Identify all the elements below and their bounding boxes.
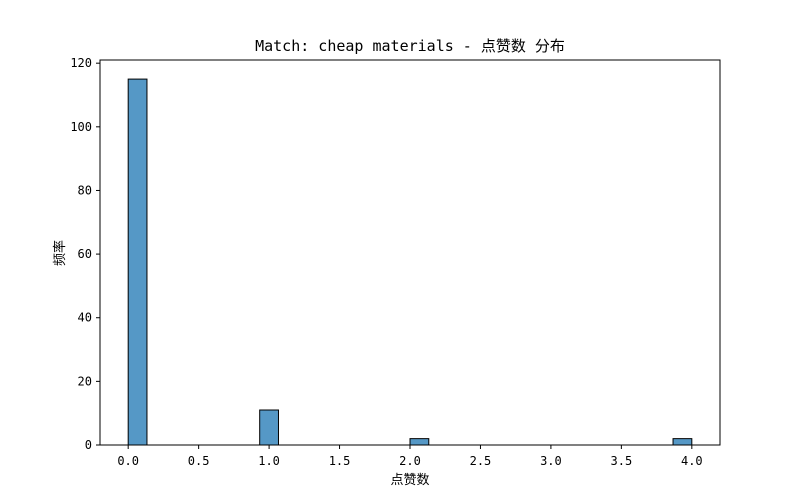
x-tick-label: 2.5 — [470, 454, 492, 468]
y-axis-label: 频率 — [52, 240, 68, 266]
bars-group — [127, 78, 693, 446]
plot-frame — [99, 59, 721, 446]
histogram-bar-2 — [409, 438, 430, 446]
x-ticks-group: 0.0 0.5 1.0 1.5 2.0 2.5 3.0 3.5 4.0 — [117, 445, 703, 468]
y-tick-label: 120 — [70, 56, 92, 70]
y-tick-label: 40 — [78, 311, 92, 325]
x-tick-label: 1.0 — [258, 454, 280, 468]
x-tick-label: 3.0 — [540, 454, 562, 468]
y-tick-label: 60 — [78, 247, 92, 261]
histogram-bar-3 — [672, 438, 693, 446]
x-axis-label: 点赞数 — [390, 473, 429, 488]
histogram-bar-1 — [259, 409, 279, 446]
chart-title: Match: cheap materials - 点赞数 分布 — [255, 37, 565, 55]
x-tick-label: 0.5 — [188, 454, 210, 468]
y-tick-label: 100 — [70, 120, 92, 134]
x-tick-label: 0.0 — [117, 454, 139, 468]
x-tick-label: 4.0 — [681, 454, 703, 468]
y-ticks-group: 0 20 40 60 80 100 120 — [70, 56, 100, 452]
x-tick-label: 3.5 — [611, 454, 633, 468]
x-tick-label: 2.0 — [399, 454, 421, 468]
histogram-bar-0 — [127, 78, 148, 446]
y-tick-label: 20 — [78, 374, 92, 388]
x-tick-label: 1.5 — [329, 454, 351, 468]
y-tick-label: 0 — [85, 438, 92, 452]
y-tick-label: 80 — [78, 183, 92, 197]
